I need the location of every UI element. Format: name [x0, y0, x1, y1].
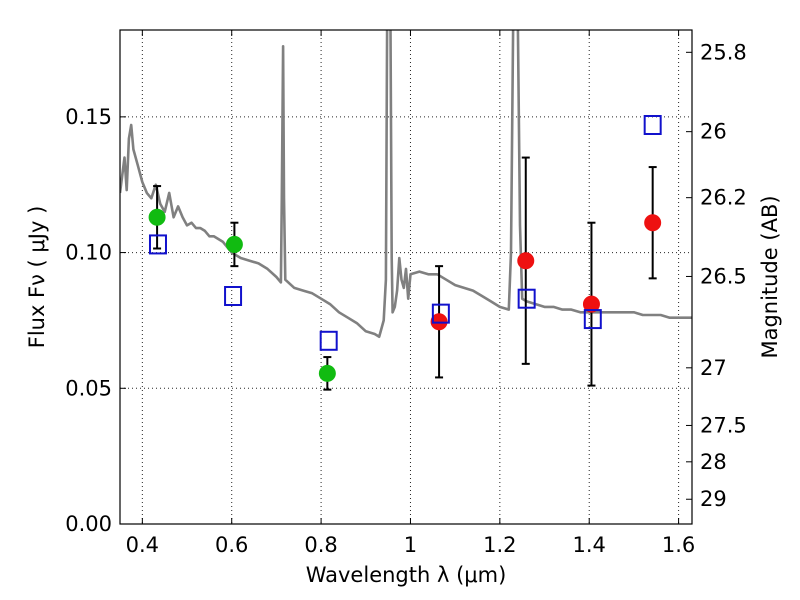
- model-photometry-square: [224, 286, 243, 306]
- x-tick-label: 0.6: [215, 533, 248, 557]
- red-data-point: [644, 214, 662, 232]
- model-photometry-square: [643, 115, 662, 135]
- y-axis-label: Flux Fν ( μJy ): [25, 206, 49, 349]
- model-photometry-square: [319, 330, 338, 351]
- red-data-point: [582, 295, 600, 313]
- y2-tick-label: 27.5: [700, 413, 747, 437]
- green-data-point: [225, 235, 243, 253]
- model-spectrum-line: [120, 30, 692, 339]
- x-tick-label: 1: [404, 533, 417, 557]
- grid-lines: [120, 30, 692, 524]
- model-spectrum-layer: [120, 30, 692, 339]
- y2-tick-label: 26: [700, 120, 727, 144]
- y-tick-label: 0.05: [65, 376, 112, 400]
- green-data-point: [148, 208, 166, 226]
- y2-tick-label: 28: [700, 450, 727, 474]
- x-tick-label: 0.4: [126, 533, 159, 557]
- y2-tick-label: 27: [700, 356, 727, 380]
- green-data-point: [318, 364, 336, 382]
- red-data-point: [517, 252, 535, 270]
- ticks-layer: 0.4 0.6 0.8 1 1.2 1.4 1.6 0.00 0.05 0.10 0.15 25.8 2…: [65, 30, 747, 557]
- y2-tick-label: 25.8: [700, 40, 747, 64]
- model-photometry-square: [517, 288, 536, 309]
- y-tick-label: 0.15: [65, 105, 112, 129]
- model-photometry-square: [583, 309, 602, 330]
- y2-tick-label: 26.2: [700, 186, 747, 210]
- x-axis-label: Wavelength λ (μm): [306, 563, 507, 587]
- plot-frame: [119, 29, 693, 525]
- x-tick-label: 1.2: [483, 533, 516, 557]
- y2-tick-label: 29: [700, 487, 727, 511]
- x-tick-label: 1.6: [662, 533, 695, 557]
- x-tick-label: 0.8: [304, 533, 337, 557]
- y-tick-label: 0.00: [65, 512, 112, 536]
- model-photometry-square: [431, 303, 450, 324]
- model-photometry-square: [148, 234, 167, 255]
- markers-layer: [148, 115, 662, 382]
- y2-axis-label: Magnitude (AB): [758, 195, 782, 358]
- x-tick-label: 1.4: [573, 533, 606, 557]
- y2-tick-label: 26.5: [700, 264, 747, 288]
- y-tick-label: 0.10: [65, 241, 112, 265]
